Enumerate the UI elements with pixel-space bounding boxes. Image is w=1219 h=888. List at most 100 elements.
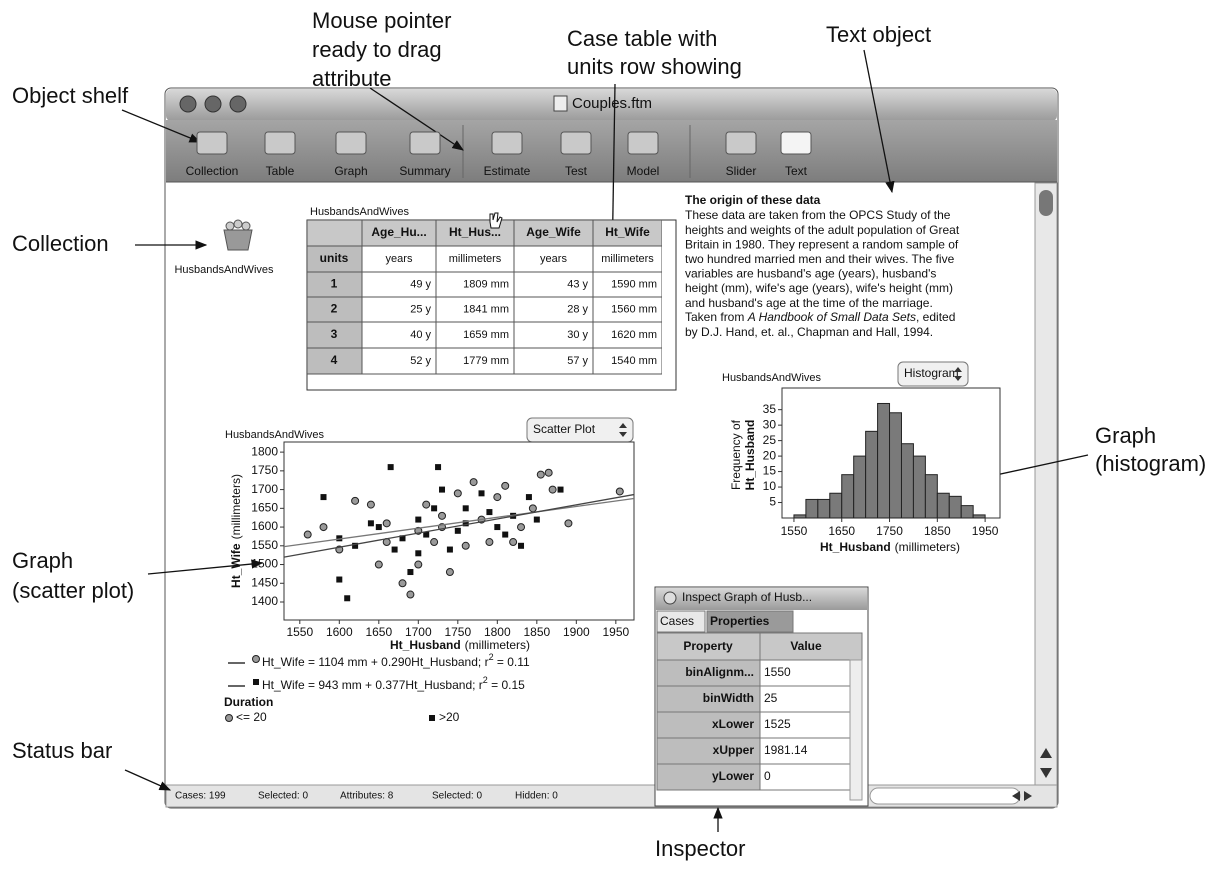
property-value[interactable]: 1550 [764,665,791,679]
status-item: Attributes: 8 [340,791,394,802]
point [454,490,461,497]
text-object-title: The origin of these data [685,193,821,207]
inspector-title: Inspect Graph of Husb... [682,590,812,604]
histogram-bar [842,475,854,518]
toolbar-label[interactable]: Summary [399,164,450,178]
point [455,528,461,534]
toolbar-icon[interactable] [197,132,227,154]
x-tick-label: 1550 [781,524,808,538]
unit-cell: millimeters [601,253,654,265]
point [321,494,327,500]
column-header[interactable]: Age_Wife [526,225,581,239]
callout-label: Graph [12,548,73,573]
point [383,520,390,527]
property-name: binWidth [703,691,754,705]
status-item: Selected: 0 [258,791,308,802]
toolbar-icon[interactable] [726,132,756,154]
axis-attribute[interactable]: Ht_Husband [390,638,461,652]
toolbar-label[interactable]: Slider [726,164,757,178]
toolbar-icon[interactable] [781,132,811,154]
collection-icon[interactable] [224,220,252,250]
text-object-line: and husband's age at the time of the mar… [685,296,933,310]
minimize-button[interactable] [205,96,221,112]
inspector-close[interactable] [664,592,676,604]
property-value[interactable]: 0 [764,769,771,783]
point [423,501,430,508]
callout-label: units row showing [567,54,742,79]
toolbar-label[interactable]: Table [266,164,295,178]
property-value[interactable]: 1981.14 [764,743,808,757]
point [518,524,525,531]
y-tick-label: 1550 [251,538,278,552]
table-cell: 52 y [410,355,431,367]
row-number: 1 [331,277,338,291]
equation-text: = 0.15 [488,678,525,692]
point [529,505,536,512]
toolbar-icon[interactable] [410,132,440,154]
table-cell: 1590 mm [611,278,657,290]
axis-attribute[interactable]: Ht_Husband [820,540,891,554]
zoom-button[interactable] [230,96,246,112]
vertical-scrollbar[interactable] [1035,183,1057,785]
point [336,577,342,583]
histogram-bar [890,413,902,518]
toolbar-label[interactable]: Test [565,164,588,178]
x-tick-label: 1850 [523,625,550,639]
callout-label: (scatter plot) [12,578,134,603]
callout-label: (histogram) [1095,451,1206,476]
column-header[interactable]: Ht_Wife [605,225,650,239]
histogram-bar [949,496,961,518]
close-button[interactable] [180,96,196,112]
row-number: 4 [331,353,338,367]
property-value[interactable]: 1525 [764,717,791,731]
status-item: Selected: 0 [432,791,482,802]
toolbar-icon[interactable] [265,132,295,154]
toolbar-label[interactable]: Text [785,164,808,178]
plot-type-label[interactable]: Scatter Plot [533,422,596,436]
point [368,520,374,526]
axis-unit: (millimeters) [895,540,960,554]
text-object-line: heights and weights of the adult populat… [685,223,960,237]
inspector-tab-label[interactable]: Cases [660,614,694,628]
toolbar-label[interactable]: Estimate [484,164,531,178]
scroll-thumb[interactable] [1039,190,1053,216]
value-cell[interactable] [760,764,850,790]
axis-attribute[interactable]: Ht_Wife [229,543,243,588]
column-header[interactable]: Age_Hu... [371,225,426,239]
horizontal-scrollbar[interactable] [870,788,1020,804]
histogram-bar [901,444,913,518]
units-label: units [320,251,349,265]
y-tick-label: 25 [763,433,777,447]
legend-title[interactable]: Duration [224,695,273,709]
inspector-scrollbar [850,660,862,800]
point [447,547,453,553]
toolbar-label[interactable]: Collection [186,164,239,178]
y-tick-label: 1800 [251,444,278,458]
toolbar-icon[interactable] [492,132,522,154]
y-tick-label: 1400 [251,594,278,608]
toolbar-label[interactable]: Graph [334,164,367,178]
point [502,532,508,538]
axis-unit: (millimeters) [229,474,243,539]
screenshot: Couples.ftm Object shelfCollectionMouse … [0,0,1219,888]
histogram-bar [878,403,890,518]
point [486,509,492,515]
callout-label: attribute [312,66,392,91]
x-axis-label: Ht_Husband (millimeters) [820,540,960,554]
toolbar-icon[interactable] [561,132,591,154]
point [344,595,350,601]
property-name: binAlignm... [685,665,754,679]
toolbar-icon[interactable] [336,132,366,154]
toolbar-label[interactable]: Model [627,164,660,178]
x-tick-label: 1650 [828,524,855,538]
plot-type-label[interactable]: Histogram [904,366,959,380]
property-name: xUpper [713,743,755,757]
legend-label: <= 20 [236,710,267,724]
property-value[interactable]: 25 [764,691,778,705]
table-cell: 57 y [567,355,588,367]
toolbar-icon[interactable] [628,132,658,154]
inspector-tab-label[interactable]: Properties [710,614,770,628]
text-object-line: Britain in 1980. They represent a random… [685,237,959,251]
point [558,487,564,493]
text-object-line: variables are husband's age (years), hus… [685,267,936,281]
